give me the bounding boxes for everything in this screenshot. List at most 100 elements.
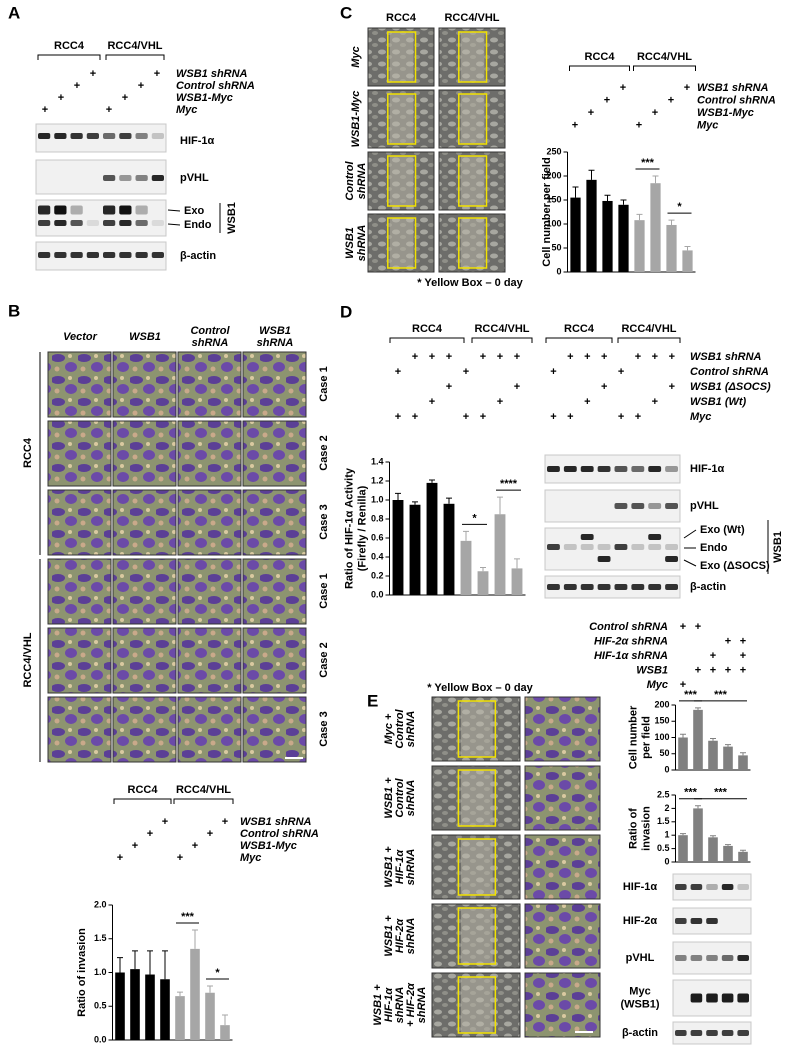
condition-label: Control shRNA	[176, 80, 255, 92]
plus-sign: +	[514, 351, 520, 363]
blot-band	[54, 133, 67, 139]
y-tick-label: 1.4	[371, 456, 384, 466]
blot-band	[70, 205, 83, 215]
significance-label: *	[472, 512, 477, 524]
column-label: Vector	[63, 331, 98, 343]
blot-band	[665, 556, 678, 562]
blot-band	[103, 220, 116, 226]
micrograph	[47, 420, 112, 487]
caption: * Yellow Box – 0 day	[417, 277, 523, 289]
error-bar	[695, 805, 701, 809]
plus-sign: +	[567, 411, 573, 423]
micrograph	[242, 558, 307, 625]
row-label: Myc	[350, 46, 362, 67]
yellow-box	[458, 31, 488, 83]
error-bar	[412, 501, 418, 505]
blot-band	[563, 544, 577, 550]
plus-sign: +	[604, 94, 610, 106]
y-tick-label: 0.0	[371, 589, 384, 599]
wound-gap	[461, 977, 493, 1033]
condition-label: WSB1 shRNA	[176, 68, 248, 80]
yellow-box	[458, 93, 488, 145]
blot-band	[665, 544, 678, 550]
plus-sign: +	[117, 852, 123, 864]
blot-band	[151, 220, 164, 226]
row-label: shRNA	[405, 918, 417, 955]
blot-band	[614, 544, 628, 550]
bar	[666, 224, 677, 272]
y-tick-label: 2	[664, 803, 669, 813]
micrograph	[177, 558, 242, 625]
blot-label: Myc	[629, 985, 650, 997]
wound-gap	[389, 32, 414, 82]
plus-sign: +	[567, 351, 573, 363]
bar	[392, 500, 404, 595]
blot-band	[563, 466, 577, 472]
wound-gap	[460, 218, 485, 268]
micrograph	[242, 696, 307, 763]
group-label: RCC4/VHL	[621, 323, 676, 335]
micrograph	[112, 558, 177, 625]
blot-band	[70, 220, 83, 226]
bar	[586, 179, 597, 272]
plus-sign: +	[162, 816, 168, 828]
plus-sign: +	[740, 635, 746, 647]
error-bar	[680, 733, 686, 738]
row-label: WSB1 +	[372, 984, 384, 1026]
plus-sign: +	[132, 840, 138, 852]
row-label: shRNA	[405, 780, 417, 817]
error-bar	[147, 950, 153, 975]
error-bar	[162, 950, 168, 980]
wound-gap	[389, 156, 414, 206]
plus-sign: +	[90, 68, 96, 80]
blot-label: HIF-2α	[623, 915, 658, 927]
error-bar	[620, 199, 627, 205]
error-bar	[222, 1014, 228, 1026]
blot-band	[706, 884, 718, 890]
y-tick-label: 250	[546, 146, 561, 156]
row-label: + HIF-2α	[405, 982, 417, 1027]
error-bar	[177, 991, 183, 997]
y-tick-label: 200	[546, 170, 561, 180]
error-bar	[395, 492, 401, 500]
plus-sign: +	[725, 664, 731, 676]
group-bracket	[113, 798, 172, 804]
y-tick-label: 0.5	[657, 843, 670, 853]
condition-label: WSB1 shRNA	[690, 351, 762, 363]
blot-band	[70, 252, 83, 258]
plus-sign: +	[207, 828, 213, 840]
y-tick-label: 0.5	[94, 1001, 107, 1011]
y-tick-label: 0	[664, 764, 669, 774]
plus-sign: +	[446, 381, 452, 393]
condition-label: WSB1 (ΔSOCS)	[690, 381, 771, 393]
bar	[618, 204, 629, 272]
wound-gap	[460, 156, 485, 206]
bar	[602, 200, 613, 272]
blot-label: HIF-1α	[180, 135, 215, 147]
group-label: RCC4/VHL	[176, 784, 231, 796]
micrograph	[177, 489, 242, 556]
bar	[693, 808, 703, 862]
blot-label: β-actin	[690, 581, 726, 593]
y-axis-label: invasion	[640, 806, 652, 851]
column-label: RCC4	[386, 12, 417, 24]
blot-band	[690, 955, 703, 961]
error-bar	[446, 497, 452, 504]
blot-band	[737, 993, 749, 1003]
micrograph	[242, 351, 307, 418]
bar	[511, 568, 523, 595]
y-axis-label: Ratio of invasion	[76, 928, 88, 1017]
blot-label: pVHL	[626, 952, 655, 964]
plus-sign: +	[412, 351, 418, 363]
y-axis-label: (Firefly / Renilla)	[356, 485, 368, 571]
blot-label: Endo	[700, 542, 728, 554]
plus-sign: +	[584, 351, 590, 363]
blot-band	[706, 1030, 718, 1036]
blot-band	[119, 220, 132, 226]
y-axis-label: Ratio of HIF-1α Activity	[343, 467, 355, 589]
plus-sign: +	[680, 679, 686, 691]
condition-label: Control shRNA	[589, 621, 668, 633]
column-label: WSB1	[259, 325, 291, 337]
group-label: RCC4	[128, 784, 159, 796]
wound-gap	[460, 94, 485, 144]
